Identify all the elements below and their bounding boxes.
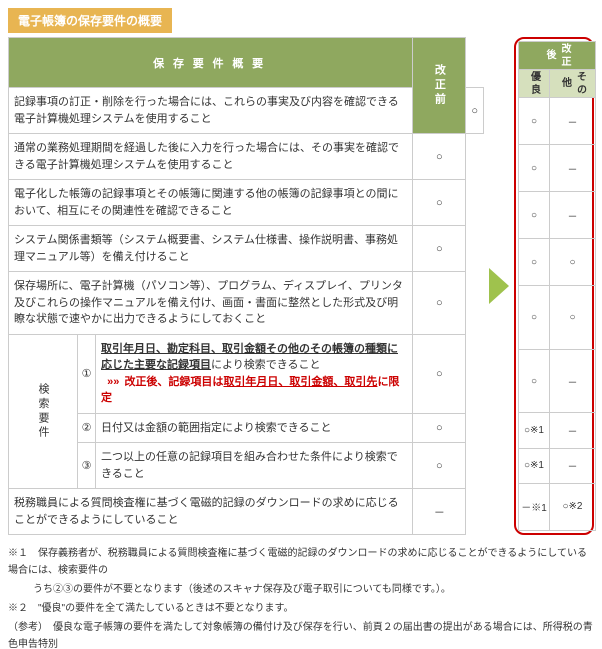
arrow-icon bbox=[489, 268, 509, 304]
row-desc: システム関係書類等（システム概要書、システム仕様書、操作説明書、事務処理マニュア… bbox=[9, 226, 413, 272]
cell-good: ○ bbox=[519, 192, 550, 239]
header-after: 改正後 bbox=[519, 42, 596, 70]
search1-line1b: により検索できること bbox=[211, 359, 321, 371]
cell-other: － bbox=[550, 192, 596, 239]
search-num: ② bbox=[78, 413, 96, 443]
cell-before: ○ bbox=[413, 180, 466, 226]
search-desc-1: 取引年月日、勘定科目、取引金額その他のその帳簿の種類に応じた主要な記録項目により… bbox=[96, 334, 413, 413]
page-title-banner: 電子帳簿の保存要件の概要 bbox=[8, 8, 172, 33]
requirements-table: 保存要件概要 改正前 記録事項の訂正・削除を行った場合には、これらの事実及び内容… bbox=[8, 37, 484, 535]
cell-good: ○ bbox=[519, 98, 550, 145]
footnote-1a: ※１ 保存義務者が、税務職員による質問検査権に基づく電磁的記録のダウンロードの求… bbox=[8, 545, 594, 579]
search-num: ③ bbox=[78, 443, 96, 489]
cell-other: － bbox=[550, 448, 596, 483]
cell-good: ○ bbox=[519, 349, 550, 412]
search1-line2a: 改正後、記録項目は bbox=[124, 376, 223, 388]
footnote-2: ※２ "優良"の要件を全て満たしているときは不要となります。 bbox=[8, 600, 594, 617]
cell-other: － bbox=[550, 413, 596, 448]
cell-before: ○ bbox=[413, 334, 466, 413]
row-desc: 電子化した帳簿の記録事項とその帳簿に関連する他の帳簿の記録事項との間において、相… bbox=[9, 180, 413, 226]
cell-other: ○※2 bbox=[550, 483, 596, 530]
search-num: ① bbox=[78, 334, 96, 413]
row-desc: 保存場所に、電子計算機（パソコン等）、プログラム、ディスプレイ、プリンタ及びこれ… bbox=[9, 272, 413, 335]
cell-other: － bbox=[550, 98, 596, 145]
left-column: 保存要件概要 改正前 記録事項の訂正・削除を行った場合には、これらの事実及び内容… bbox=[8, 37, 484, 535]
cell-other: － bbox=[550, 349, 596, 412]
cell-good: ○ bbox=[519, 239, 550, 286]
cell-before: ○ bbox=[413, 272, 466, 335]
header-other: その他 bbox=[550, 70, 596, 98]
cell-good: －※1 bbox=[519, 483, 550, 530]
footnotes: ※１ 保存義務者が、税務職員による質問検査権に基づく電磁的記録のダウンロードの求… bbox=[8, 545, 594, 649]
cell-other: ○ bbox=[550, 239, 596, 286]
footnote-ref-a: （参考） 優良な電子帳簿の要件を満たして対象帳簿の備付け及び保存を行い、前頁２の… bbox=[8, 619, 594, 649]
after-table: 改正後 優良 その他 ○－ ○－ ○－ ○○ ○○ ○－ ○※1－ ○※1－ －… bbox=[518, 41, 596, 531]
cell-good: ○ bbox=[519, 286, 550, 349]
cell-before: ○ bbox=[466, 88, 484, 134]
cell-other: － bbox=[550, 145, 596, 192]
header-before: 改正前 bbox=[413, 38, 466, 134]
last-row-desc: 税務職員による質問検査権に基づく電磁的記録のダウンロードの求めに応じることができ… bbox=[9, 489, 413, 535]
cell-before: ○ bbox=[413, 134, 466, 180]
search1-line2b: 取引年月日、取引金額、取引先 bbox=[223, 376, 377, 388]
cell-good: ○ bbox=[519, 145, 550, 192]
cell-before: ○ bbox=[413, 226, 466, 272]
cell-good: ○※1 bbox=[519, 448, 550, 483]
row-desc: 記録事項の訂正・削除を行った場合には、これらの事実及び内容を確認できる電子計算機… bbox=[9, 88, 413, 134]
cell-other: ○ bbox=[550, 286, 596, 349]
search-header: 検索要件 bbox=[9, 334, 78, 489]
red-arrow-icon: »» bbox=[107, 376, 119, 388]
right-column: 改正後 優良 その他 ○－ ○－ ○－ ○○ ○○ ○－ ○※1－ ○※1－ －… bbox=[514, 37, 594, 535]
header-good: 優良 bbox=[519, 70, 550, 98]
row-desc: 通常の業務処理期間を経過した後に入力を行った場合には、その事実を確認できる電子計… bbox=[9, 134, 413, 180]
cell-before: ○ bbox=[413, 413, 466, 443]
search-desc: 二つ以上の任意の記録項目を組み合わせた条件により検索できること bbox=[96, 443, 413, 489]
main-layout: 保存要件概要 改正前 記録事項の訂正・削除を行った場合には、これらの事実及び内容… bbox=[8, 37, 594, 535]
arrow-column bbox=[488, 37, 510, 535]
cell-before: － bbox=[413, 489, 466, 535]
cell-good: ○※1 bbox=[519, 413, 550, 448]
footnote-1b: うち②③の要件が不要となります（後述のスキャナ保存及び電子取引についても同様です… bbox=[8, 581, 594, 598]
cell-before: ○ bbox=[413, 443, 466, 489]
search-desc: 日付又は金額の範囲指定により検索できること bbox=[96, 413, 413, 443]
header-overview: 保存要件概要 bbox=[9, 38, 413, 88]
